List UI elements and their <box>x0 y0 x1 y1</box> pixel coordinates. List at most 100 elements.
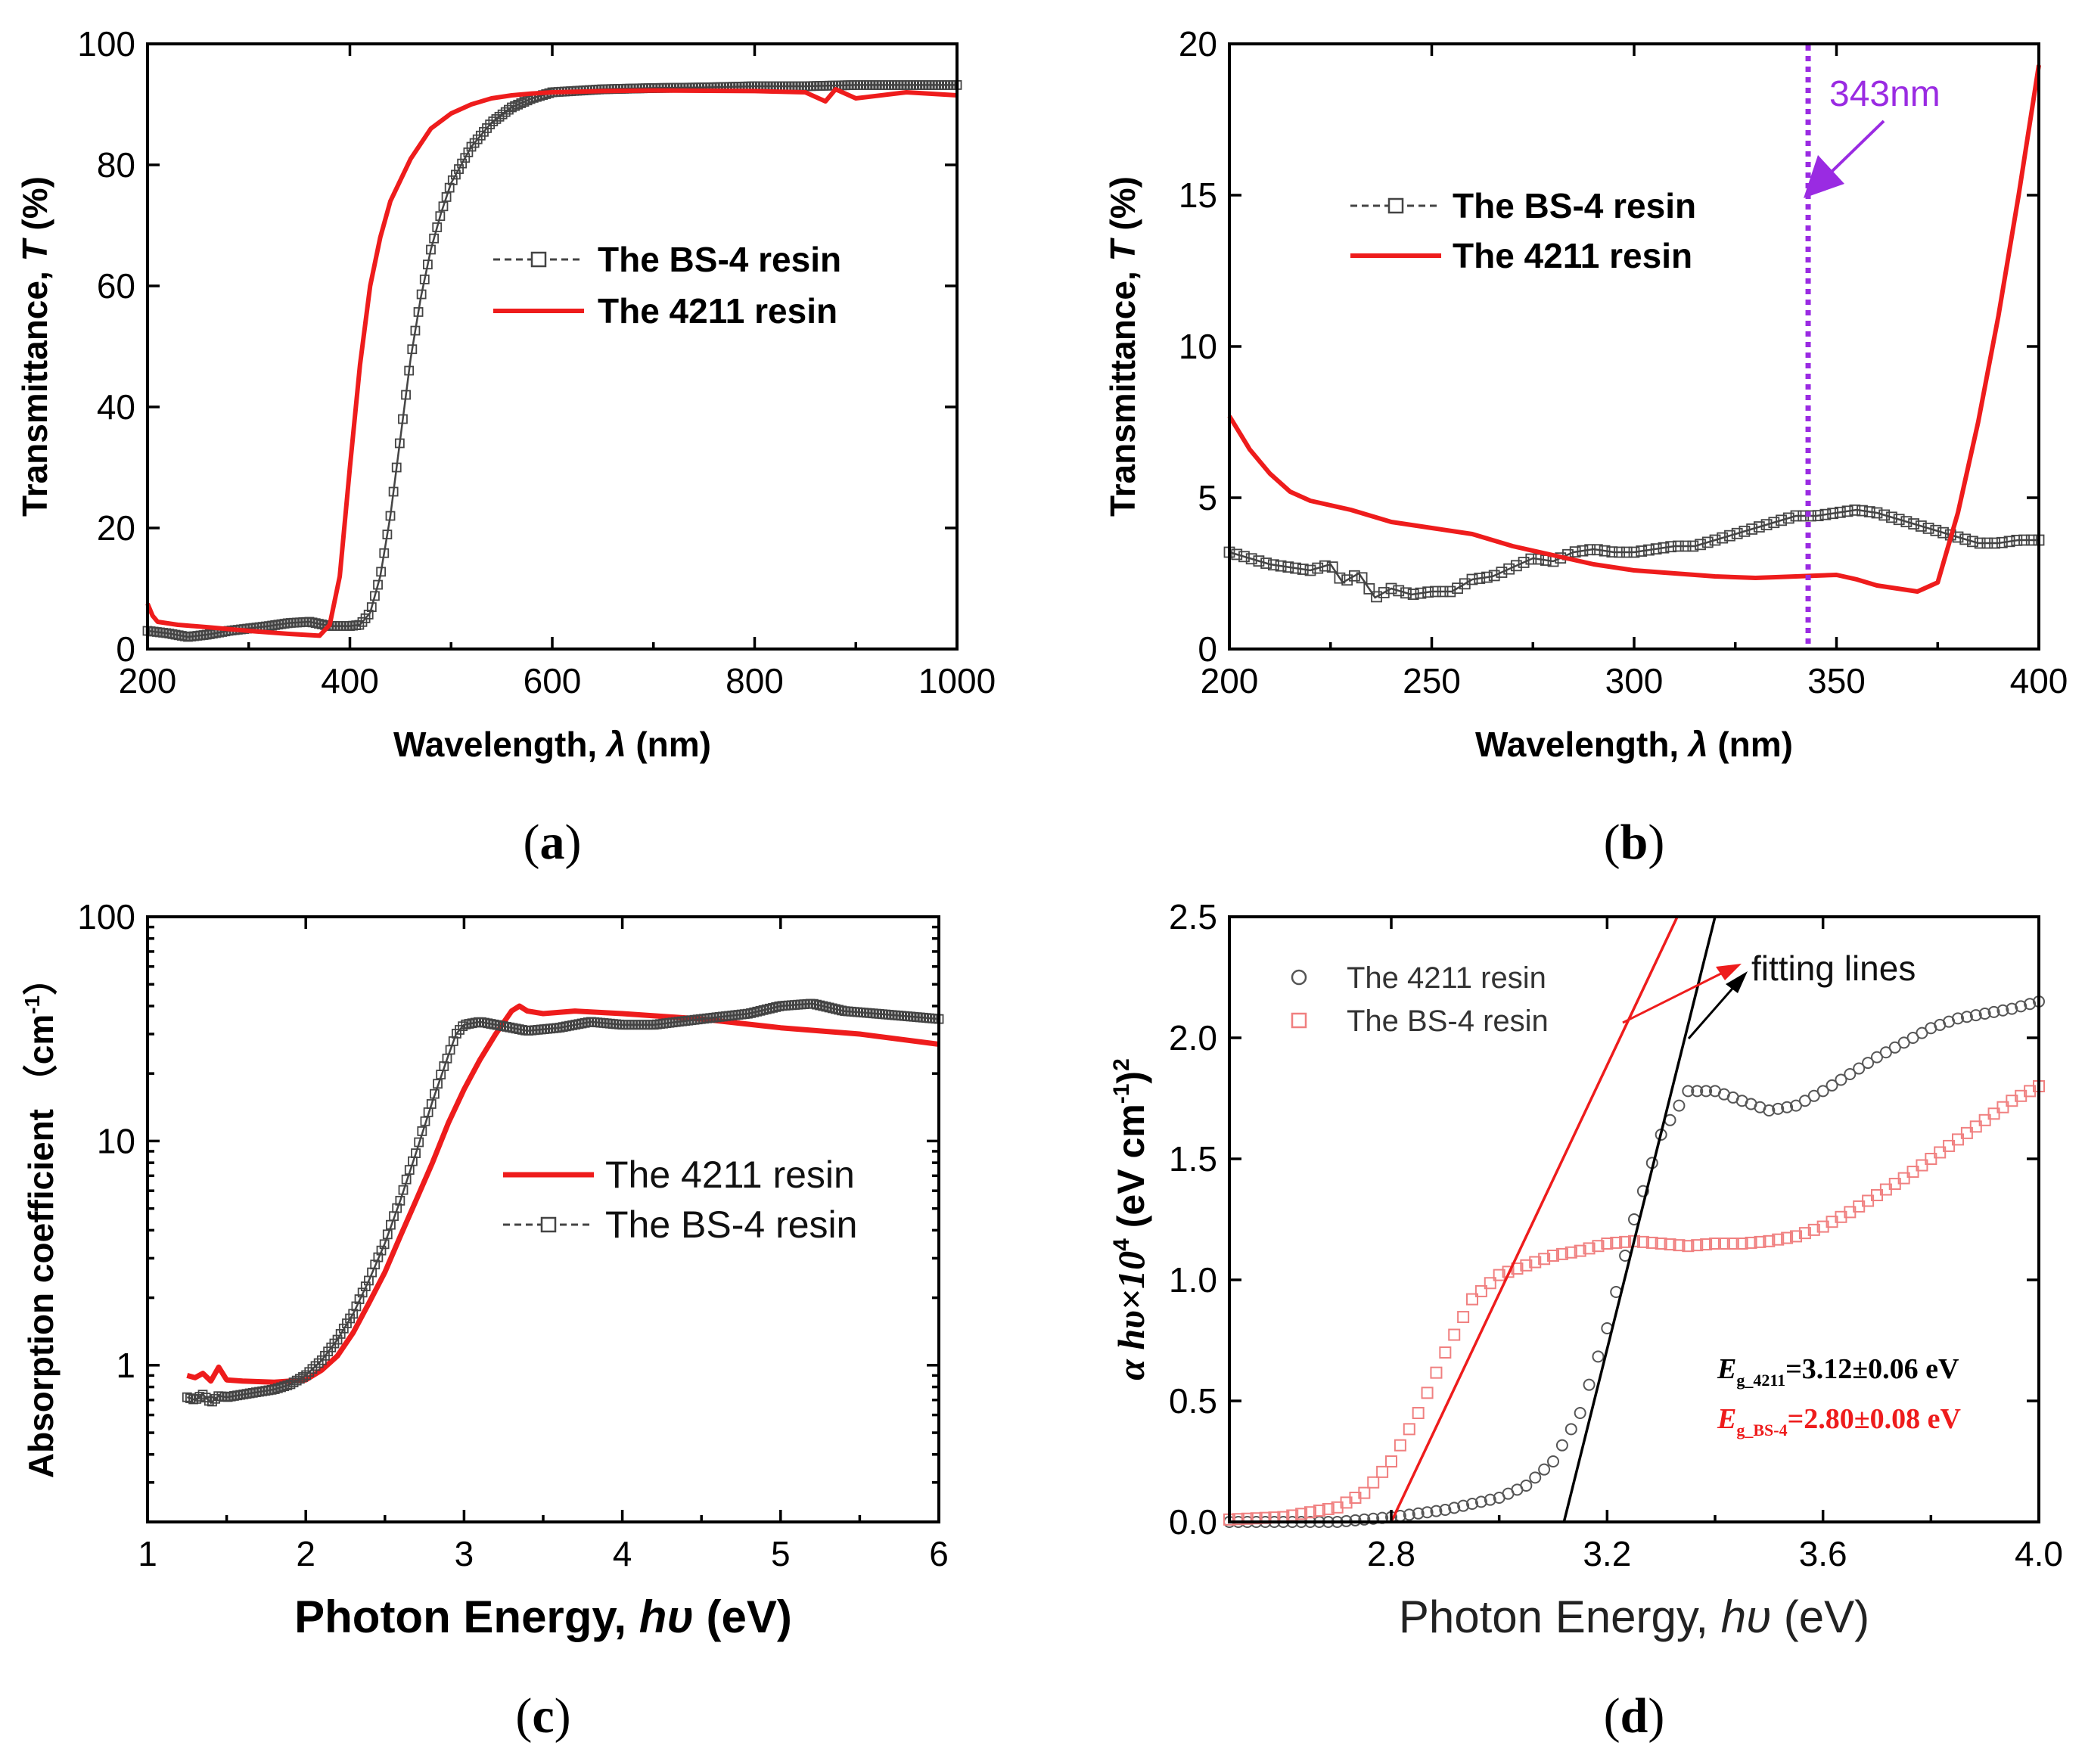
bs4-point <box>1655 1238 1667 1250</box>
legend-b-4211-text: The 4211 resin <box>1453 236 1692 275</box>
x-tick-label: 600 <box>524 661 582 700</box>
plot-c-legend: The 4211 resin The BS-4 resin <box>503 1154 857 1246</box>
bs4-point <box>360 1281 371 1292</box>
bs4-point <box>1967 536 1978 548</box>
bs4-point <box>765 1003 775 1014</box>
x-tick-label: 1000 <box>918 661 996 700</box>
4211-point <box>1853 1062 1866 1075</box>
y-tick-label: 10 <box>97 1121 135 1160</box>
x-tick-label: 4 <box>613 1534 632 1573</box>
bs4-point <box>1763 1234 1776 1247</box>
bs4-point <box>1232 1513 1244 1526</box>
bs4-point <box>824 1002 834 1013</box>
bs4-point <box>1739 525 1751 537</box>
bs4-point <box>1943 1139 1956 1152</box>
bs4-point <box>1753 521 1765 533</box>
4211-point <box>1781 1101 1794 1113</box>
bs4-point <box>282 1380 293 1390</box>
bs4-point <box>1484 1277 1496 1290</box>
bs4-point <box>1717 1238 1730 1250</box>
bs4-point <box>1614 546 1625 558</box>
bs4-point <box>1754 1235 1767 1248</box>
bs4-point <box>1378 587 1390 598</box>
bs4-point <box>463 147 474 157</box>
bs4-point <box>1488 570 1500 582</box>
bs4-point <box>444 182 455 193</box>
bs4-point <box>376 567 387 577</box>
bs4-point <box>398 414 408 424</box>
bs4-point <box>1863 506 1875 517</box>
bs4-point <box>834 1005 844 1015</box>
4211-point <box>1448 1502 1461 1514</box>
x-tick-label: 3.6 <box>1799 1534 1847 1573</box>
bs4-point <box>1650 543 1662 555</box>
x-tick-label: 800 <box>726 661 784 700</box>
y-tick-label: 0.5 <box>1169 1381 1217 1421</box>
bs4-point <box>1356 572 1368 584</box>
bs4-point <box>1250 1512 1263 1525</box>
bs4-point <box>1260 557 1272 569</box>
4211-point <box>1555 1439 1568 1452</box>
4211-point <box>1439 1504 1452 1516</box>
bs4-point <box>401 390 411 400</box>
legend-d-bs4-text: The BS-4 resin <box>1347 1005 1549 1038</box>
bs4-point <box>432 222 443 232</box>
4211-point <box>1538 1463 1551 1476</box>
bs4-point <box>1238 551 1250 563</box>
bs4-point <box>385 511 396 521</box>
bs4-point <box>419 274 430 284</box>
4211-point <box>1952 1012 1964 1025</box>
x-tick-label: 2 <box>296 1534 315 1573</box>
legend-c-4211-text: The 4211 resin <box>605 1154 855 1196</box>
bs4-point <box>1827 508 1839 520</box>
bs4-point <box>1591 544 1603 556</box>
4211-point <box>1484 1493 1496 1506</box>
4211-point <box>1862 1057 1875 1070</box>
bs4-point <box>1304 1506 1316 1519</box>
4211-point <box>1826 1079 1838 1092</box>
plot-a-xlabel: Wavelength, λ (nm) <box>393 725 711 764</box>
plot-b-legend: The BS-4 resin The 4211 resin <box>1350 186 1696 275</box>
4211-point <box>1978 1008 1991 1020</box>
4211-point <box>1790 1099 1802 1112</box>
bs4-point <box>1334 572 1346 584</box>
4211-point <box>1807 1089 1820 1102</box>
plot-d-legend: The 4211 resin The BS-4 resin <box>1291 961 1549 1038</box>
y-tick-label: 2.5 <box>1169 897 1217 936</box>
fitting-lines-text: fitting lines <box>1751 949 1916 988</box>
fitting-lines-annotation: fitting lines <box>1622 949 1916 1039</box>
4211-point <box>1987 1005 2000 1018</box>
4211-point <box>1466 1498 1478 1510</box>
bs4-point <box>1393 585 1405 597</box>
bs4-point <box>1312 562 1324 574</box>
bs4-point <box>1363 582 1375 595</box>
bs4-point <box>1834 506 1846 518</box>
x-tick-label: 6 <box>929 1534 949 1573</box>
bs4-point <box>1245 553 1257 565</box>
bs4-point <box>1367 1476 1380 1489</box>
bs4-point <box>1394 1439 1406 1452</box>
bs4-point <box>1457 1311 1470 1324</box>
bs4-point <box>304 1367 315 1377</box>
bs4-point <box>2025 534 2037 546</box>
bs4-point <box>426 1099 437 1109</box>
4211-point <box>1897 1036 1910 1049</box>
bs4-point <box>1565 1246 1577 1259</box>
bs4-point <box>413 307 424 317</box>
x-tick-label: 5 <box>771 1534 791 1573</box>
bs4-point <box>1974 537 1986 549</box>
bs4-point <box>1599 545 1611 557</box>
4211-point <box>1969 1009 1982 1022</box>
bs4-point <box>1415 587 1427 599</box>
bs4-point <box>1348 570 1360 582</box>
bs4-point <box>207 1396 217 1407</box>
plot-a-legend: The BS-4 resin The 4211 resin <box>493 240 841 331</box>
fit-arrow-black-head <box>1726 971 1748 993</box>
annotation-343nm: 343nm <box>1804 45 1941 648</box>
bs4-point <box>1636 1235 1649 1248</box>
series-line-4211 <box>145 87 958 638</box>
bs4-point <box>1679 540 1692 552</box>
bs4-point <box>447 175 458 185</box>
bs4-point <box>332 1334 343 1345</box>
bs4-point <box>1400 587 1412 599</box>
